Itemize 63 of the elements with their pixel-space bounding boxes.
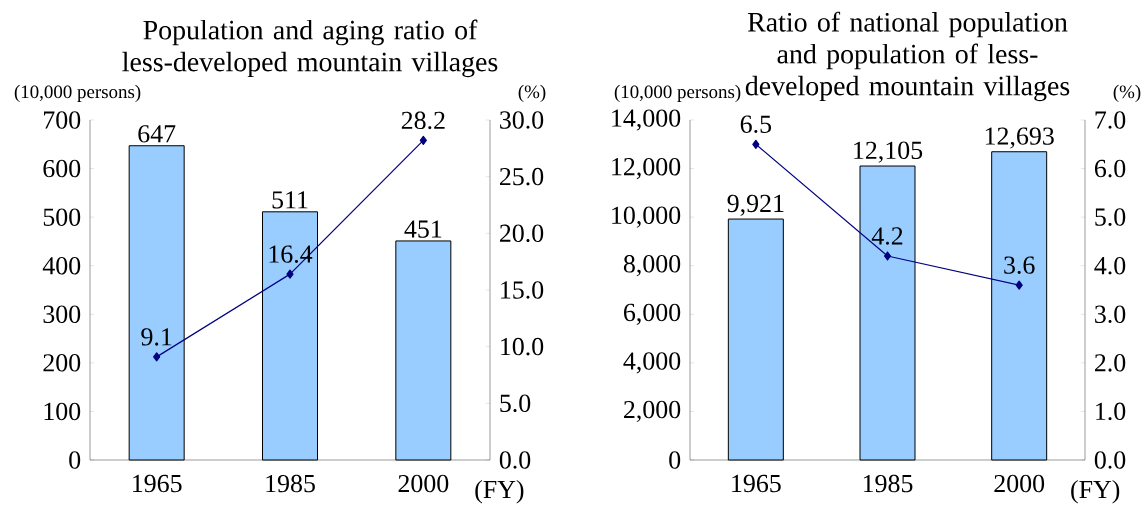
chart-title: Population and aging ratio of less-developed mountain villages xyxy=(122,19,498,78)
y2-tick-label: 15.0 xyxy=(501,281,544,299)
data-label: 3.6 xyxy=(1004,256,1035,274)
chart-title: Ratio of national population and population of less-developed mountain villages xyxy=(745,11,1070,102)
data-label: 9.1 xyxy=(141,328,172,346)
y2-tick-label: 5.0 xyxy=(500,394,531,413)
y-tick-label: 4,000 xyxy=(623,352,681,374)
y-tick-label: 2,000 xyxy=(624,400,681,423)
y-tick-label: 10,000 xyxy=(612,206,681,228)
y2-axis-title: (%) xyxy=(518,84,546,103)
y2-tick-label: 30.0 xyxy=(500,111,544,129)
y-tick-label: 8,000 xyxy=(623,255,681,277)
y2-tick-label: 4.0 xyxy=(1094,256,1126,275)
data-label: 511 xyxy=(272,191,308,209)
y-tick-label: 14,000 xyxy=(612,109,681,131)
x-tick-label: 1985 xyxy=(266,474,315,493)
x-axis-title: (FY) xyxy=(475,480,524,504)
data-label: 12,105 xyxy=(854,141,923,163)
y2-tick-label: 7.0 xyxy=(1095,111,1126,129)
y-tick-label: 500 xyxy=(43,208,81,226)
data-label: 9,921 xyxy=(727,194,784,216)
y-tick-label: 100 xyxy=(44,402,81,421)
y-tick-label: 700 xyxy=(44,111,81,129)
y-tick-label: 12,000 xyxy=(612,157,681,180)
y-axis-title: (10,000 persons) xyxy=(614,84,741,103)
point xyxy=(1015,280,1023,290)
y2-tick-label: 10.0 xyxy=(501,337,544,356)
y2-tick-label: 6.0 xyxy=(1094,159,1126,178)
y-tick-label: 0 xyxy=(669,451,681,469)
point xyxy=(153,352,161,362)
y2-tick-label: 1.0 xyxy=(1096,402,1126,421)
y-tick-label: 6,000 xyxy=(624,303,681,325)
data-label: 647 xyxy=(138,125,176,143)
data-label: 451 xyxy=(404,220,442,238)
y2-tick-label: 0.0 xyxy=(499,451,531,469)
y2-tick-label: 20.0 xyxy=(499,224,544,243)
point xyxy=(419,135,427,145)
y2-tick-label: 0.0 xyxy=(1094,451,1126,469)
y2-tick-label: 5.0 xyxy=(1095,208,1126,226)
y-axis-title: (10,000 persons) xyxy=(14,84,141,103)
x-tick-label: 2000 xyxy=(398,474,449,493)
y2-tick-label: 3.0 xyxy=(1095,305,1126,324)
data-label: 16.4 xyxy=(269,245,313,263)
y2-tick-label: 2.0 xyxy=(1094,354,1126,372)
x-tick-label: 1965 xyxy=(732,474,781,493)
data-label: 6.5 xyxy=(740,115,772,134)
point xyxy=(752,139,760,149)
data-label: 4.2 xyxy=(871,227,903,245)
x-tick-label: 1985 xyxy=(863,474,913,493)
x-tick-label: 2000 xyxy=(994,474,1045,493)
y2-axis-title: (%) xyxy=(1113,84,1141,103)
point xyxy=(883,251,892,261)
y2-tick-label: 25.0 xyxy=(499,167,544,186)
y-tick-label: 300 xyxy=(43,305,81,324)
data-label: 28.2 xyxy=(401,111,445,130)
x-axis-title: (FY) xyxy=(1071,480,1120,504)
data-label: 12,693 xyxy=(985,127,1054,149)
point xyxy=(286,269,294,279)
y-tick-label: 600 xyxy=(43,159,81,178)
y-tick-label: 0 xyxy=(69,451,81,469)
x-tick-label: 1965 xyxy=(133,474,182,493)
y-tick-label: 200 xyxy=(43,354,81,372)
y-tick-label: 400 xyxy=(42,256,81,275)
